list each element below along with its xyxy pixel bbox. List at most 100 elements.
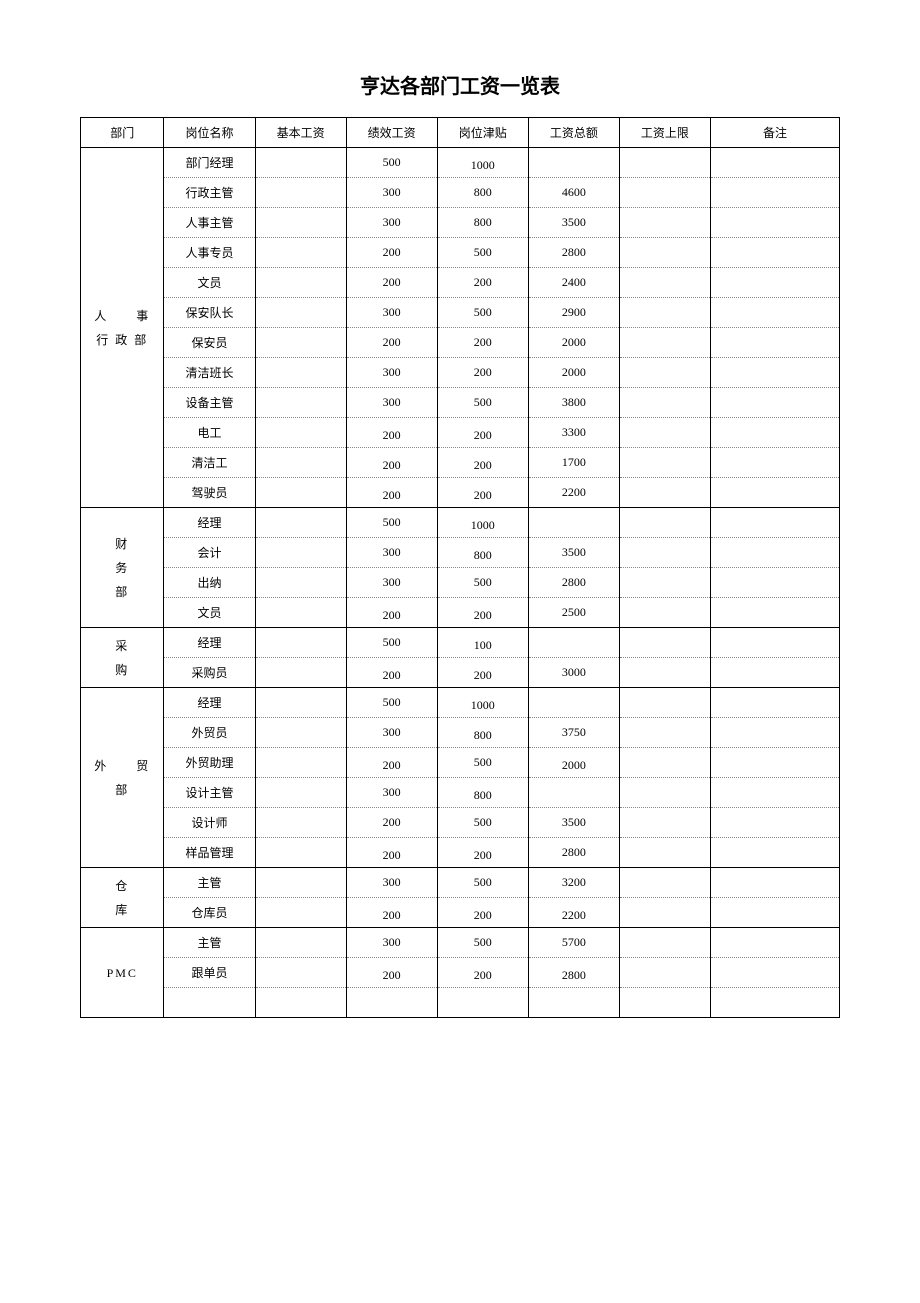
cell-cap [619,658,710,688]
table-row: 跟单员2002002800 [81,958,840,988]
cell-total: 3500 [528,808,619,838]
table-row: 保安队长3005002900 [81,298,840,328]
cell-cap [619,778,710,808]
cell-note [710,598,839,628]
table-row: 财务部经理5001000 [81,508,840,538]
cell-allow: 500 [437,238,528,268]
table-row: 保安员2002002000 [81,328,840,358]
dept-cell: 人 事行 政 部 [81,148,164,508]
cell-base [255,688,346,718]
dept-cell: 财务部 [81,508,164,628]
cell-perf: 300 [346,928,437,958]
table-row: 样品管理2002002800 [81,838,840,868]
table-row: 外贸助理2005002000 [81,748,840,778]
cell-perf: 300 [346,208,437,238]
cell-cap [619,478,710,508]
cell-cap [619,418,710,448]
cell-cap [619,988,710,1018]
cell-cap [619,208,710,238]
cell-allow [437,988,528,1018]
cell-note [710,988,839,1018]
cell-allow: 800 [437,718,528,748]
cell-perf: 200 [346,328,437,358]
cell-base [255,928,346,958]
cell-base [255,478,346,508]
cell-note [710,958,839,988]
cell-note [710,328,839,358]
cell-total: 2400 [528,268,619,298]
cell-position: 人事专员 [164,238,255,268]
cell-position: 仓库员 [164,898,255,928]
cell-cap [619,268,710,298]
cell-base [255,538,346,568]
cell-base [255,598,346,628]
cell-total [528,628,619,658]
cell-position: 样品管理 [164,838,255,868]
cell-position: 电工 [164,418,255,448]
cell-note [710,868,839,898]
cell-position: 保安员 [164,328,255,358]
cell-cap [619,688,710,718]
cell-perf: 300 [346,358,437,388]
cell-note [710,628,839,658]
col-header-0: 部门 [81,118,164,148]
cell-note [710,478,839,508]
cell-base [255,628,346,658]
cell-perf: 200 [346,838,437,868]
cell-position: 文员 [164,598,255,628]
cell-cap [619,148,710,178]
cell-total: 3500 [528,208,619,238]
cell-base [255,748,346,778]
cell-total: 2800 [528,838,619,868]
cell-position: 文员 [164,268,255,298]
cell-perf: 200 [346,478,437,508]
page-title: 亨达各部门工资一览表 [80,70,840,99]
cell-cap [619,238,710,268]
cell-allow: 500 [437,808,528,838]
cell-allow: 200 [437,958,528,988]
cell-note [710,748,839,778]
cell-allow: 200 [437,418,528,448]
cell-allow: 200 [437,448,528,478]
cell-allow: 200 [437,358,528,388]
table-row: 文员2002002500 [81,598,840,628]
cell-base [255,568,346,598]
cell-cap [619,868,710,898]
cell-position: 保安队长 [164,298,255,328]
cell-allow: 200 [437,838,528,868]
cell-note [710,238,839,268]
col-header-3: 绩效工资 [346,118,437,148]
table-header-row: 部门岗位名称基本工资绩效工资岗位津贴工资总额工资上限备注 [81,118,840,148]
cell-note [710,508,839,538]
cell-cap [619,448,710,478]
cell-base [255,898,346,928]
cell-base [255,328,346,358]
cell-position: 清洁工 [164,448,255,478]
col-header-7: 备注 [710,118,839,148]
cell-base [255,778,346,808]
cell-perf: 300 [346,778,437,808]
dept-cell: 采购 [81,628,164,688]
cell-allow: 200 [437,658,528,688]
cell-allow: 500 [437,748,528,778]
cell-allow: 800 [437,178,528,208]
cell-cap [619,568,710,598]
cell-base [255,658,346,688]
cell-note [710,688,839,718]
cell-allow: 500 [437,868,528,898]
cell-total: 2000 [528,748,619,778]
cell-perf [346,988,437,1018]
cell-allow: 1000 [437,688,528,718]
cell-base [255,418,346,448]
cell-perf: 500 [346,148,437,178]
table-row: 电工2002003300 [81,418,840,448]
cell-total: 5700 [528,928,619,958]
cell-position: 设计主管 [164,778,255,808]
cell-perf: 200 [346,748,437,778]
cell-note [710,208,839,238]
cell-total [528,148,619,178]
cell-base [255,838,346,868]
cell-allow: 800 [437,208,528,238]
cell-position: 驾驶员 [164,478,255,508]
table-row: 设计师2005003500 [81,808,840,838]
